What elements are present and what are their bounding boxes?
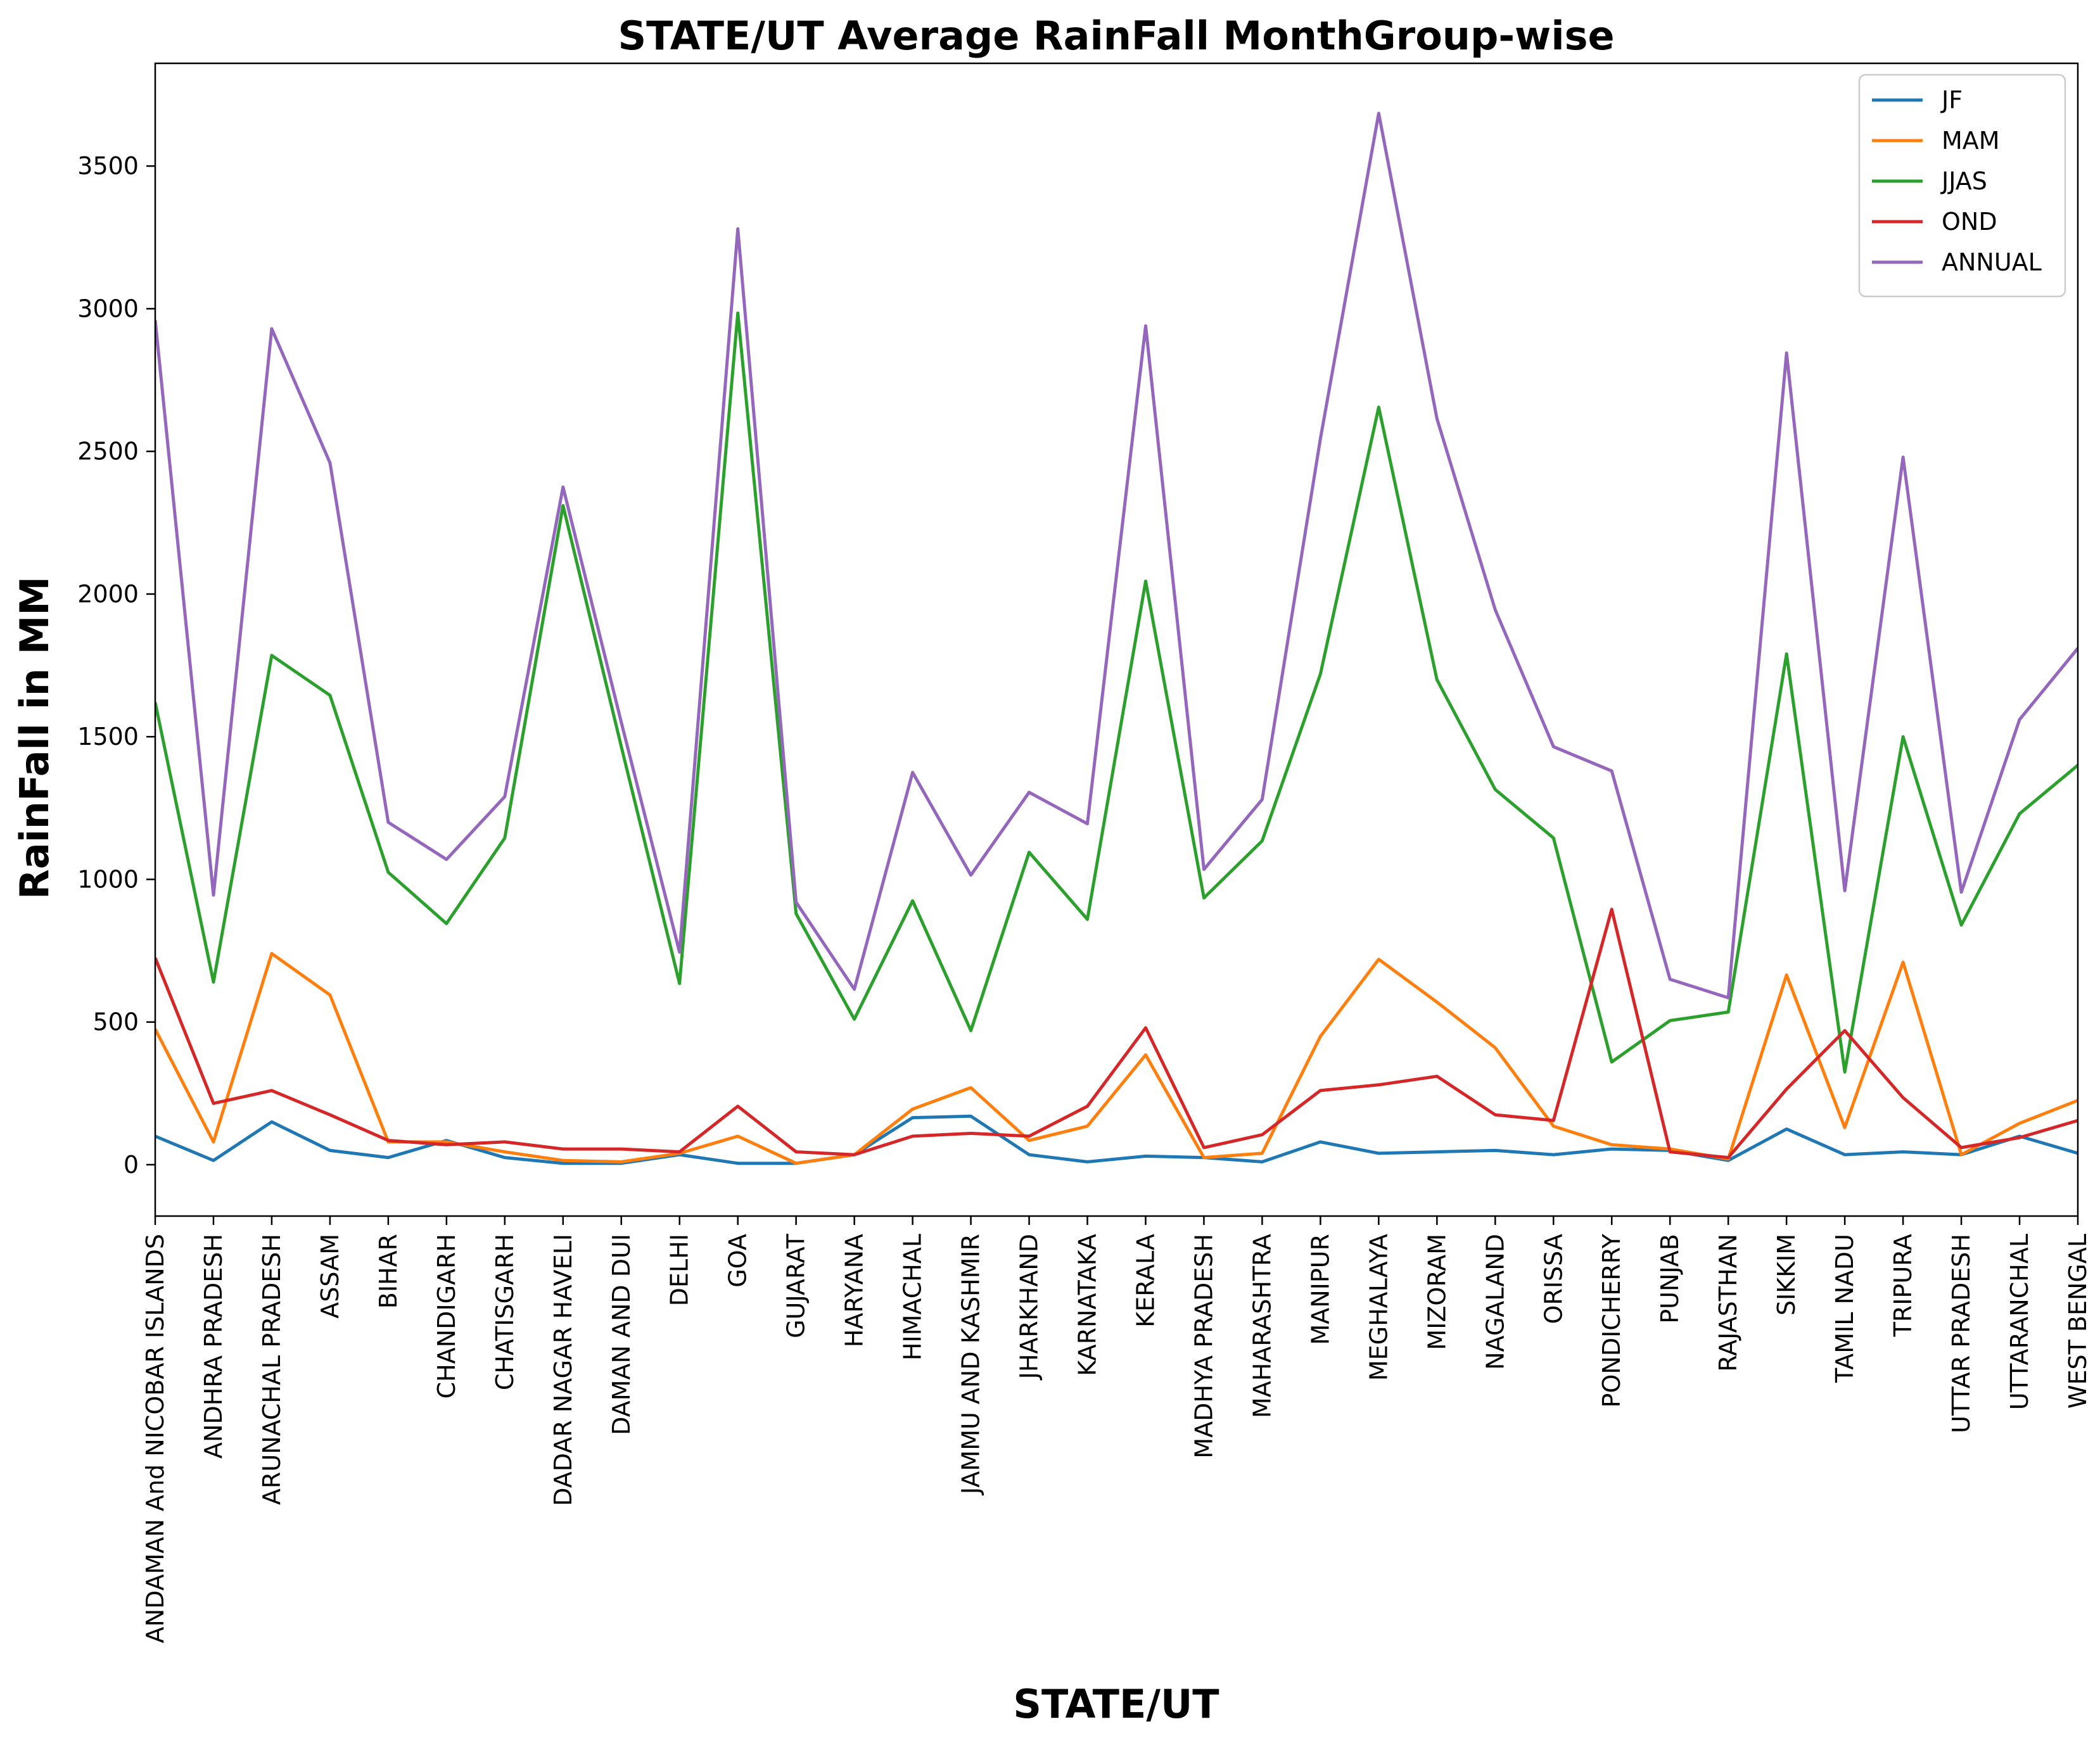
x-tick-label: PUNJAB [1656, 1234, 1684, 1324]
x-tick-label: GUJARAT [782, 1233, 810, 1338]
x-tick-label: CHANDIGARH [433, 1234, 461, 1398]
legend-label-ond: OND [1942, 208, 1997, 236]
x-tick-label: ANDAMAN And NICOBAR ISLANDS [141, 1234, 169, 1643]
legend-label-annual: ANNUAL [1942, 248, 2042, 276]
legend-label-mam: MAM [1942, 127, 2000, 155]
y-tick-label: 3500 [77, 152, 139, 180]
x-tick-label: MIZORAM [1423, 1234, 1451, 1350]
x-tick-label: MANIPUR [1306, 1234, 1334, 1345]
x-tick-label: KARNATAKA [1074, 1234, 1102, 1376]
y-tick-label: 0 [124, 1151, 139, 1179]
x-tick-label: TAMIL NADU [1831, 1234, 1859, 1383]
x-tick-label: NAGALAND [1481, 1234, 1509, 1370]
x-tick-label: BIHAR [374, 1234, 402, 1309]
x-tick-label: HIMACHAL [899, 1234, 927, 1360]
legend: JF MAM JJAS OND ANNUAL [1858, 73, 2066, 298]
x-tick-label: TRIPURA [1889, 1234, 1917, 1337]
y-tick-label: 500 [92, 1008, 139, 1036]
x-tick-label: ASSAM [316, 1234, 344, 1319]
x-tick-label: JHARKHAND [1015, 1234, 1043, 1380]
x-tick-label: MAHARASHTRA [1248, 1234, 1276, 1418]
x-tick-label: UTTARANCHAL [2006, 1234, 2033, 1410]
series-line-annual [155, 111, 2078, 999]
x-tick-label: GOA [724, 1234, 752, 1288]
y-tick-label: 1000 [77, 865, 139, 893]
plot-frame [154, 62, 2079, 1217]
y-tick-label: 2500 [77, 438, 139, 466]
series-line-mam [155, 952, 2078, 1165]
x-tick-label: HARYANA [841, 1234, 869, 1347]
x-tick-label: UTTAR PRADESH [1947, 1234, 1975, 1433]
series-line-jjas [155, 311, 2078, 1074]
x-axis-title: STATE/UT [1013, 1681, 1219, 1727]
x-tick-label: MADHYA PRADESH [1190, 1234, 1218, 1459]
series-line-ond [155, 908, 2078, 1160]
x-tick-label: PONDICHERRY [1598, 1233, 1626, 1407]
x-tick-label: ARUNACHAL PRADESH [258, 1234, 286, 1505]
y-tick-label: 2000 [77, 580, 139, 608]
x-tick-label: ORISSA [1539, 1234, 1567, 1324]
y-axis-title: RainFall in MM [11, 576, 58, 899]
legend-label-jjas: JJAS [1940, 167, 1987, 195]
legend-box [1858, 73, 2066, 298]
x-tick-label: SIKKIM [1772, 1234, 1800, 1316]
x-tick-label: JAMMU AND KASHMIR [957, 1234, 985, 1495]
x-tick-label: DAMAN AND DUI [608, 1234, 635, 1435]
x-tick-label: DADAR NAGAR HAVELI [549, 1234, 577, 1506]
x-tick-label: ANDHRA PRADESH [200, 1234, 227, 1459]
x-tick-label: MEGHALAYA [1365, 1234, 1392, 1381]
x-tick-label: DELHI [666, 1234, 694, 1306]
x-tick-label: CHATISGARH [491, 1234, 519, 1390]
x-tick-label: WEST BENGAL [2064, 1234, 2092, 1409]
series-line-jf [155, 1114, 2078, 1165]
x-tick-label: KERALA [1131, 1234, 1159, 1328]
y-tick-label: 1500 [77, 723, 139, 751]
legend-label-jf: JF [1940, 86, 1963, 114]
chart-title: STATE/UT Average RainFall MonthGroup-wis… [618, 13, 1614, 59]
plot-area: 0 500 1000 1500 2000 2500 3000 3500 ANDAMAN And … [77, 62, 2092, 1643]
x-tick-label: RAJASTHAN [1714, 1234, 1742, 1372]
y-tick-label: 3000 [77, 295, 139, 322]
